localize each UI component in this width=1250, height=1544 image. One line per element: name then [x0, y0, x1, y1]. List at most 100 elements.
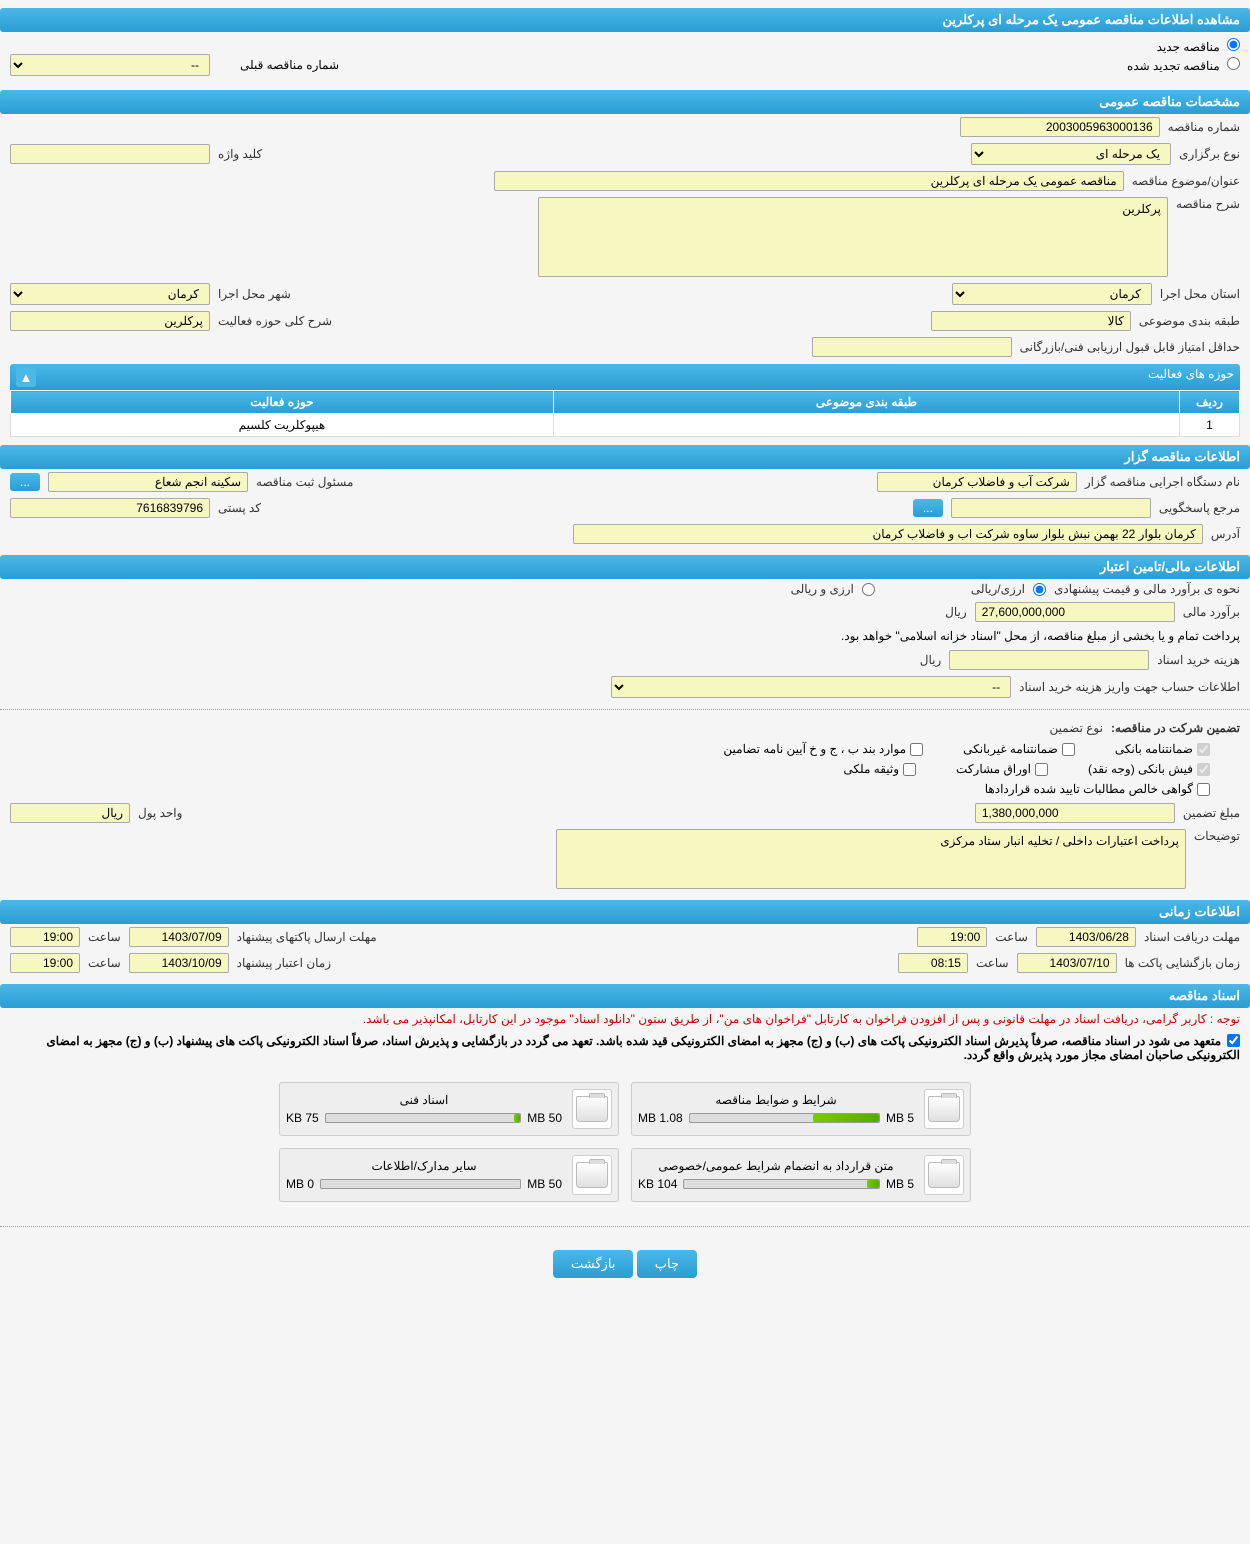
participation-bonds-checkbox[interactable] — [1035, 763, 1048, 776]
opening-date[interactable] — [1017, 953, 1117, 973]
account-select[interactable]: -- — [611, 676, 1011, 698]
description-label: شرح مناقصه — [1176, 197, 1240, 211]
doc-deadline-date[interactable] — [1036, 927, 1136, 947]
estimate-label: برآورد مالی — [1183, 605, 1240, 619]
table-row: 1 هیپوکلریت کلسیم — [11, 414, 1240, 437]
tender-type-row: مناقصه جدید مناقصه تجدید شده شماره مناقص… — [0, 32, 1250, 82]
holding-type-label: نوع برگزاری — [1179, 147, 1240, 161]
folder-icon — [924, 1155, 964, 1195]
rial-radio[interactable] — [1033, 583, 1046, 596]
responder-label: مرجع پاسخگویی — [1159, 501, 1240, 515]
prev-tender-select[interactable]: -- — [10, 54, 210, 76]
new-tender-radio[interactable] — [1227, 38, 1240, 51]
validity-time[interactable] — [10, 953, 80, 973]
validity-date[interactable] — [129, 953, 229, 973]
property-deed-checkbox[interactable] — [903, 763, 916, 776]
folder-icon — [572, 1155, 612, 1195]
keyword-label: کلید واژه — [218, 147, 262, 161]
prev-tender-label: شماره مناقصه قبلی — [240, 58, 339, 72]
keyword-input[interactable] — [10, 144, 210, 164]
folder-icon — [572, 1089, 612, 1129]
file-box[interactable]: اسناد فنی50 MB75 KB — [279, 1082, 619, 1136]
description-textarea[interactable] — [538, 197, 1168, 277]
page-title: مشاهده اطلاعات مناقصه عمومی یک مرحله ای … — [942, 12, 1240, 27]
envelope-deadline-label: مهلت ارسال پاکتهای پیشنهاد — [237, 930, 377, 944]
activity-col-row: ردیف — [1180, 391, 1240, 414]
print-button[interactable]: چاپ — [637, 1250, 697, 1278]
opening-time[interactable] — [898, 953, 968, 973]
responder-input[interactable] — [951, 498, 1151, 518]
file-max: 50 MB — [527, 1111, 562, 1125]
timing-header: اطلاعات زمانی — [0, 900, 1250, 924]
scope-input[interactable] — [10, 311, 210, 331]
time-label-1: ساعت — [995, 930, 1028, 944]
currency-unit-label: واحد پول — [138, 806, 182, 820]
guarantee-amount-input[interactable] — [975, 803, 1175, 823]
activity-col-scope: حوزه فعالیت — [11, 391, 554, 414]
doc-cost-unit: ریال — [920, 653, 942, 667]
org-input[interactable] — [877, 472, 1077, 492]
general-info-header: مشخصات مناقصه عمومی — [0, 90, 1250, 114]
province-select[interactable]: کرمان — [952, 283, 1152, 305]
responder-more-btn[interactable]: ... — [913, 499, 943, 517]
doc-deadline-time[interactable] — [917, 927, 987, 947]
envelope-deadline-time[interactable] — [10, 927, 80, 947]
tender-number-input[interactable] — [960, 117, 1160, 137]
currency-unit-input[interactable] — [10, 803, 130, 823]
subject-input[interactable] — [494, 171, 1124, 191]
page-container: مشاهده اطلاعات مناقصه عمومی یک مرحله ای … — [0, 8, 1250, 1293]
category-input[interactable] — [931, 311, 1131, 331]
activity-header: حوزه های فعالیت — [1148, 367, 1234, 387]
warning-red: توجه : کاربر گرامی، دریافت اسناد در مهلت… — [0, 1008, 1250, 1030]
file-title: متن قرارداد به انضمام شرایط عمومی/خصوصی — [638, 1159, 914, 1173]
min-score-label: حداقل امتیاز قابل قبول ارزیابی فنی/بازرگ… — [1020, 340, 1240, 354]
file-box[interactable]: متن قرارداد به انضمام شرایط عمومی/خصوصی5… — [631, 1148, 971, 1202]
currency-label: ارزی و ریالی — [791, 582, 854, 596]
file-title: اسناد فنی — [286, 1093, 562, 1107]
org-label: نام دستگاه اجرایی مناقصه گزار — [1085, 475, 1240, 489]
category-label: طبقه بندی موضوعی — [1139, 314, 1240, 328]
bank-receipt-checkbox[interactable] — [1197, 763, 1210, 776]
validity-label: زمان اعتبار پیشنهاد — [237, 956, 331, 970]
estimate-method-label: نحوه ی برآورد مالی و قیمت پیشنهادی — [1054, 582, 1240, 596]
subject-label: عنوان/موضوع مناقصه — [1132, 174, 1240, 188]
bank-guarantee-checkbox[interactable] — [1197, 743, 1210, 756]
activity-collapse-btn[interactable]: ▲ — [16, 367, 36, 387]
registrar-more-btn[interactable]: ... — [10, 473, 40, 491]
rial-label: ارزی/ریالی — [971, 582, 1025, 596]
nonbank-guarantee-checkbox[interactable] — [1062, 743, 1075, 756]
file-size: 0 MB — [286, 1177, 314, 1191]
guarantee-type-label: نوع تضمین — [1049, 721, 1102, 735]
doc-cost-input[interactable] — [949, 650, 1149, 670]
guarantee-section-label: تضمین شرکت در مناقصه: — [1111, 721, 1240, 735]
estimate-input[interactable] — [975, 602, 1175, 622]
estimate-unit: ریال — [945, 605, 967, 619]
address-input[interactable] — [573, 524, 1203, 544]
notes-textarea[interactable] — [556, 829, 1186, 889]
payment-note: پرداخت تمام و یا بخشی از مبلغ مناقصه، از… — [0, 625, 1250, 647]
folder-icon — [924, 1089, 964, 1129]
back-button[interactable]: بازگشت — [553, 1250, 633, 1278]
account-label: اطلاعات حساب جهت واریز هزینه خرید اسناد — [1019, 680, 1240, 694]
registrar-input[interactable] — [48, 472, 248, 492]
envelope-deadline-date[interactable] — [129, 927, 229, 947]
activity-section: حوزه های فعالیت ▲ ردیف طبقه بندی موضوعی … — [10, 364, 1240, 437]
renewed-tender-radio[interactable] — [1227, 57, 1240, 70]
renewed-tender-label: مناقصه تجدید شده — [1127, 59, 1220, 73]
file-box[interactable]: سایر مدارک/اطلاعات50 MB0 MB — [279, 1148, 619, 1202]
time-label-2: ساعت — [88, 930, 121, 944]
postal-label: کد پستی — [218, 501, 261, 515]
contract-claims-checkbox[interactable] — [1197, 783, 1210, 796]
currency-radio[interactable] — [862, 583, 875, 596]
activity-table: ردیف طبقه بندی موضوعی حوزه فعالیت 1 هیپو… — [10, 390, 1240, 437]
min-score-input[interactable] — [812, 337, 1012, 357]
other-bonds-checkbox[interactable] — [910, 743, 923, 756]
agreement-checkbox[interactable] — [1227, 1034, 1240, 1047]
file-size: 1.08 MB — [638, 1111, 683, 1125]
file-box[interactable]: شرایط و ضوابط مناقصه5 MB1.08 MB — [631, 1082, 971, 1136]
holding-type-select[interactable]: یک مرحله ای — [971, 143, 1171, 165]
time-label-4: ساعت — [88, 956, 121, 970]
city-select[interactable]: کرمان — [10, 283, 210, 305]
time-label-3: ساعت — [976, 956, 1009, 970]
postal-input[interactable] — [10, 498, 210, 518]
